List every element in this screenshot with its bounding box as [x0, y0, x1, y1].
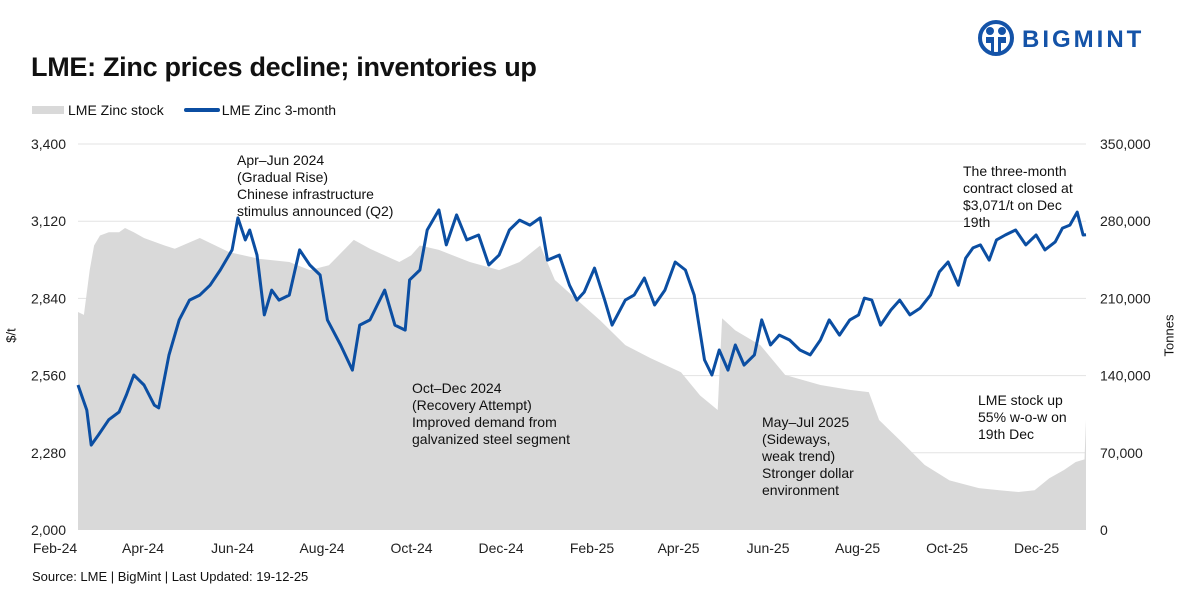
- x-tick-label: Aug-24: [299, 540, 344, 556]
- legend-label-stock: LME Zinc stock: [68, 102, 164, 118]
- x-tick-label: Aug-25: [835, 540, 880, 556]
- bigmint-logo-icon: [978, 20, 1014, 56]
- brand-name: BIGMINT: [1022, 26, 1145, 53]
- y2-tick-label: 70,000: [1100, 445, 1143, 461]
- annotation-line: 19th Dec: [978, 426, 1035, 442]
- annotation-line: galvanized steel segment: [412, 431, 570, 447]
- annotation-oct-dec-2024: Oct–Dec 2024 (Recovery Attempt) Improved…: [412, 380, 570, 448]
- annotation-apr-jun-2024: Apr–Jun 2024 (Gradual Rise) Chinese infr…: [237, 152, 393, 220]
- y2-tick-label: 350,000: [1100, 136, 1151, 152]
- y2-axis-title: Tonnes: [1161, 314, 1177, 357]
- annotation-line: stimulus announced (Q2): [237, 203, 394, 219]
- chart-title: LME: Zinc prices decline; inventories up: [31, 52, 537, 82]
- y-axis-title: $/t: [3, 328, 19, 343]
- x-tick-label: Oct-25: [926, 540, 968, 556]
- bigmint-logo: BIGMINT: [978, 20, 1144, 60]
- annotation-line: Stronger dollar: [762, 465, 854, 481]
- y-tick-label: 2,280: [31, 445, 66, 461]
- x-tick-label: Feb-25: [570, 540, 615, 556]
- annotation-line: (Sideways,: [762, 431, 831, 447]
- x-tick-label: Jun-24: [211, 540, 254, 556]
- annotation-line: 55% w-o-w on: [978, 409, 1067, 425]
- annotation-line: Improved demand from: [412, 414, 557, 430]
- annotation-line: LME stock up: [978, 392, 1063, 408]
- annotation-stock-up: LME stock up 55% w-o-w on 19th Dec: [978, 392, 1067, 443]
- annotation-line: (Gradual Rise): [237, 169, 329, 185]
- x-tick-label: Jun-25: [747, 540, 790, 556]
- annotation-line: weak trend): [762, 448, 836, 464]
- y-tick-label: 2,000: [31, 522, 66, 538]
- annotation-line: Chinese infrastructure: [237, 186, 374, 202]
- y2-tick-label: 140,000: [1100, 368, 1151, 384]
- annotation-may-jul-2025: May–Jul 2025 (Sideways, weak trend) Stro…: [762, 414, 854, 499]
- stock-area: [78, 228, 1086, 530]
- legend-label-price: LME Zinc 3-month: [221, 102, 337, 118]
- y2-tick-label: 0: [1100, 522, 1108, 538]
- x-tick-label: Oct-24: [391, 540, 433, 556]
- x-tick-label: Dec-25: [1014, 540, 1059, 556]
- x-tick-label: Apr-25: [658, 540, 700, 556]
- annotation-line: May–Jul 2025: [762, 414, 850, 430]
- annotation-line: Oct–Dec 2024: [412, 380, 502, 396]
- x-tick-label: Dec-24: [478, 540, 523, 556]
- y2-tick-label: 210,000: [1100, 290, 1151, 306]
- y-tick-label: 3,400: [31, 136, 66, 152]
- legend-swatch-stock: [32, 106, 64, 114]
- legend-item-price: LME Zinc 3-month: [183, 102, 337, 118]
- annotation-line: Apr–Jun 2024: [237, 152, 325, 168]
- annotation-line: (Recovery Attempt): [412, 397, 532, 413]
- y-tick-label: 3,120: [31, 213, 66, 229]
- x-tick-label: Feb-24: [33, 540, 78, 556]
- legend: LME Zinc stock LME Zinc 3-month: [32, 102, 356, 118]
- y2-tick-label: 280,000: [1100, 213, 1151, 229]
- legend-swatch-price: [183, 108, 220, 112]
- source-note: Source: LME | BigMint | Last Updated: 19…: [32, 569, 309, 584]
- annotation-close-price: The three-month contract closed at $3,07…: [963, 163, 1073, 231]
- legend-item-stock: LME Zinc stock: [32, 102, 164, 118]
- annotation-line: $3,071/t on Dec: [963, 197, 1062, 213]
- annotation-line: environment: [762, 482, 840, 498]
- y-tick-label: 2,560: [31, 368, 66, 384]
- annotation-line: 19th: [963, 214, 991, 230]
- x-tick-label: Apr-24: [122, 540, 164, 556]
- annotation-line: contract closed at: [963, 180, 1073, 196]
- annotation-line: The three-month: [963, 163, 1067, 179]
- y-tick-label: 2,840: [31, 290, 66, 306]
